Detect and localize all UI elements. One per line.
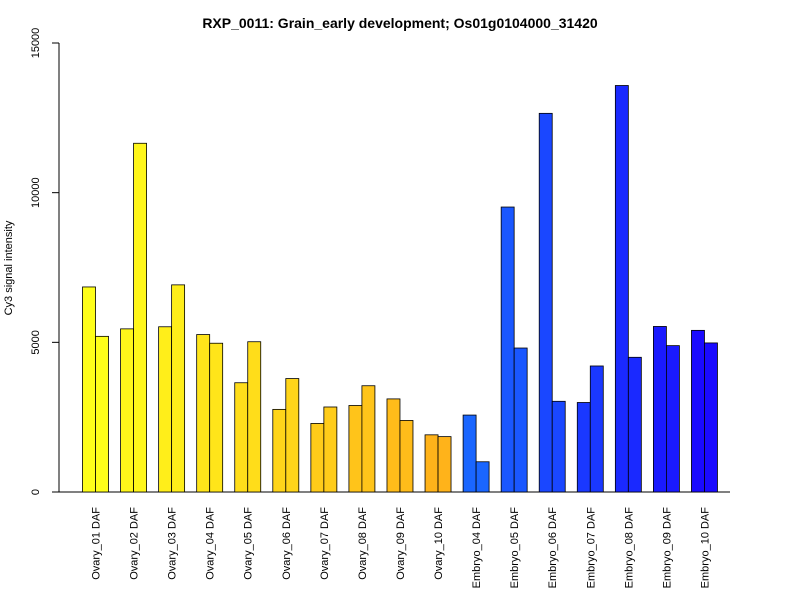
x-category-label: Ovary_02 DAF — [129, 507, 141, 580]
bar — [386, 398, 401, 493]
bar — [437, 436, 452, 493]
y-tick-label: 5000 — [30, 330, 42, 354]
x-category-label: Ovary_06 DAF — [281, 507, 293, 580]
bar — [589, 365, 604, 493]
bar — [576, 402, 591, 493]
x-category-label: Embryo_07 DAF — [585, 507, 597, 589]
bar — [158, 326, 173, 493]
bar — [247, 341, 262, 493]
bar — [551, 400, 566, 493]
bar — [95, 335, 109, 493]
chart-title: RXP_0011: Grain_early development; Os01g… — [202, 15, 598, 31]
x-category-label: Embryo_04 DAF — [471, 507, 483, 589]
bar — [285, 378, 300, 493]
bar — [272, 408, 287, 493]
x-category-label: Ovary_07 DAF — [319, 507, 331, 580]
bar — [133, 142, 147, 493]
x-category-label: Embryo_09 DAF — [661, 507, 673, 589]
x-category-label: Ovary_05 DAF — [243, 507, 255, 580]
bar — [627, 356, 642, 493]
y-axis-label: Cy3 signal intensity — [3, 220, 15, 315]
bar — [653, 326, 667, 493]
bar — [120, 328, 134, 493]
x-category-label: Embryo_06 DAF — [547, 507, 559, 589]
bar — [234, 382, 249, 493]
bar — [538, 112, 553, 493]
bar — [666, 345, 680, 493]
bar — [399, 420, 414, 493]
y-axis-ticks: 0 5000 10000 15000 — [30, 28, 59, 495]
x-category-label: Ovary_03 DAF — [167, 507, 179, 580]
x-category-label: Ovary_04 DAF — [205, 507, 217, 580]
x-category-label: Ovary_10 DAF — [433, 507, 445, 580]
bar — [462, 414, 477, 493]
bar — [424, 434, 439, 493]
bar — [361, 385, 376, 493]
bar — [513, 347, 528, 493]
x-category-label: Ovary_08 DAF — [357, 507, 369, 580]
x-category-label: Embryo_08 DAF — [623, 507, 635, 589]
bar — [323, 406, 338, 493]
x-category-label: Embryo_05 DAF — [509, 507, 521, 589]
bar — [691, 329, 705, 493]
y-tick-label: 10000 — [30, 177, 42, 208]
bar — [196, 334, 211, 493]
bar — [614, 85, 629, 493]
bar — [310, 423, 325, 493]
bar — [500, 206, 515, 493]
y-tick-label: 15000 — [30, 28, 42, 59]
bar — [209, 342, 224, 493]
bars-group — [82, 85, 718, 493]
x-category-label: Ovary_01 DAF — [91, 507, 103, 580]
x-category-label: Embryo_10 DAF — [699, 507, 711, 589]
bar — [348, 405, 363, 493]
y-tick-label: 0 — [30, 489, 42, 495]
bar — [171, 284, 186, 493]
bar — [82, 286, 96, 493]
bar — [704, 342, 718, 493]
bar — [475, 461, 490, 493]
category-labels: Ovary_01 DAF Ovary_02 DAF Ovary_03 DAF Ovar… — [91, 507, 712, 589]
x-category-label: Ovary_09 DAF — [395, 507, 407, 580]
